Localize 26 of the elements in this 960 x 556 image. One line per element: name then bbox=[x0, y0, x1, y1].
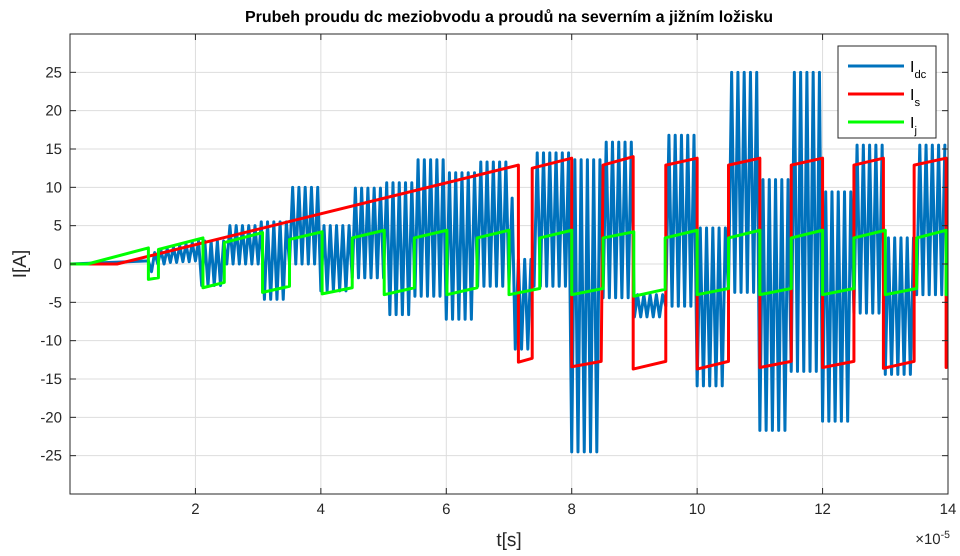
y-tick-label: -10 bbox=[40, 332, 62, 350]
y-tick-label: 0 bbox=[54, 256, 62, 273]
legend-label: I$_{j}$ bbox=[910, 115, 917, 137]
y-tick-label: -15 bbox=[40, 371, 62, 388]
y-tick-label: 15 bbox=[45, 141, 62, 158]
x-tick-label: 6 bbox=[442, 501, 450, 518]
y-axis-title: I[A] bbox=[10, 250, 31, 278]
text: ×10$^{-5}$ bbox=[915, 529, 950, 548]
y-tick-label: -25 bbox=[40, 448, 62, 465]
x-tick-label: 4 bbox=[316, 501, 326, 518]
legend-label: I$_{s}$ bbox=[910, 87, 920, 109]
y-tick-label: 20 bbox=[45, 102, 62, 120]
x-tick-label: 2 bbox=[191, 501, 200, 518]
y-tick-label: -20 bbox=[40, 409, 62, 426]
x-axis-title: t[s] bbox=[496, 530, 522, 551]
x-tick-label: 12 bbox=[814, 501, 831, 518]
x-tick-label: 14 bbox=[940, 501, 956, 518]
line-series bbox=[70, 228, 948, 298]
y-tick-label: 5 bbox=[54, 218, 62, 235]
y-tick-label: 10 bbox=[45, 179, 62, 196]
chart-title: Prubeh proudu dc meziobvodu a proudů na severním a jižním ložisku bbox=[244, 9, 774, 26]
legend-label: I$_{dc}$ bbox=[910, 59, 927, 81]
x-tick-label: 8 bbox=[568, 501, 576, 518]
x-tick-label: 10 bbox=[688, 501, 706, 518]
y-tick-label: -5 bbox=[48, 294, 62, 312]
y-tick-label: 25 bbox=[45, 64, 62, 82]
